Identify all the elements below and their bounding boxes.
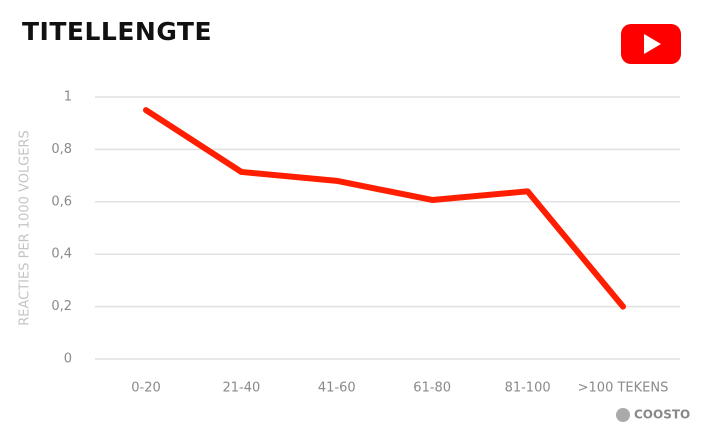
youtube-icon [621, 24, 681, 64]
x-tick-label: 21-40 [223, 381, 261, 396]
x-tick-label: 41-60 [318, 381, 356, 396]
chart-title: TITELLENGTE [22, 17, 212, 46]
y-tick-label: 0,8 [51, 142, 72, 157]
brand-icon [616, 408, 630, 422]
data-line [143, 107, 626, 310]
x-tick-label: >100 TEKENS [578, 381, 669, 396]
y-tick-label: 0,4 [51, 247, 72, 262]
brand: COOSTO [634, 408, 690, 422]
x-tick-label: 61-80 [413, 381, 451, 396]
y-tick-label: 0,6 [51, 194, 72, 209]
y-tick-label: 0,2 [51, 299, 72, 314]
y-tick-label: 1 [64, 90, 72, 105]
y-tick-label: 0 [64, 352, 72, 367]
x-tick-label: 81-100 [505, 381, 551, 396]
x-tick-label: 0-20 [131, 381, 161, 396]
y-axis-label: REACTIES PER 1000 VOLGERS [18, 130, 33, 326]
